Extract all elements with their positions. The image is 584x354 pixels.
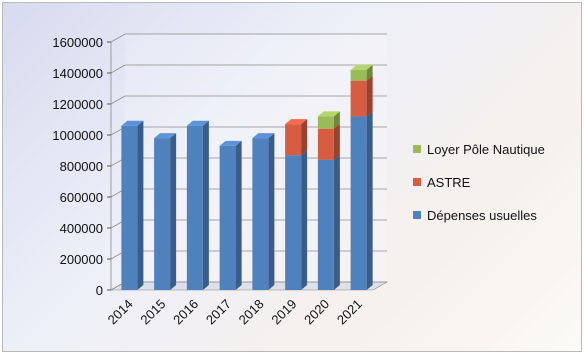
bar-top: [350, 64, 373, 70]
bar-front: [350, 116, 367, 291]
bar-side: [301, 150, 308, 290]
bar-top: [186, 120, 209, 126]
bar-front: [252, 138, 269, 290]
y-axis-ticks: 0 200000 400000 600000 800000 1000000 1200000 1…: [52, 35, 103, 298]
legend-item-astre: ASTRE: [413, 175, 471, 190]
y-tick-label: 200000: [60, 252, 103, 267]
bar-side: [170, 133, 177, 290]
bar-2017-d-penses-usuelles: [219, 140, 242, 290]
bar-side: [333, 154, 340, 290]
x-axis-ticks: 2014 2015 2016 2017 2018 2019 2020 2021: [105, 296, 365, 327]
gridline-slant: [110, 64, 126, 74]
bar-2020-loyer-p-le-nautique: [317, 111, 340, 129]
legend: Loyer Pôle Nautique ASTRE Dépenses usuelle…: [413, 142, 545, 223]
legend-item-d-penses-usuelles: Dépenses usuelles: [413, 208, 537, 223]
bar-2020-d-penses-usuelles: [317, 154, 340, 290]
floor: [109, 281, 389, 291]
bar-front: [350, 69, 367, 81]
bar-side: [235, 140, 242, 290]
bar-2019-astre: [285, 119, 308, 156]
bar-front: [154, 138, 171, 290]
bar-top: [285, 119, 308, 125]
bar-2021-loyer-p-le-nautique: [350, 64, 373, 81]
bar-2015-d-penses-usuelles: [154, 133, 177, 290]
bar-side: [333, 111, 340, 129]
bar-front: [317, 116, 334, 129]
bar-top: [154, 133, 177, 139]
bar-side: [333, 123, 340, 160]
bar-front: [186, 125, 203, 290]
bar-front: [219, 145, 236, 290]
x-tick-label-2018: 2018: [236, 296, 267, 327]
x-tick-label-2020: 2020: [301, 296, 332, 327]
bar-top: [252, 133, 275, 139]
bar-2018-d-penses-usuelles: [252, 133, 275, 290]
bar-top: [219, 140, 242, 146]
bar-side: [366, 111, 373, 291]
x-tick-label-2014: 2014: [105, 296, 136, 327]
legend-swatch: [413, 211, 421, 219]
bar-side: [202, 120, 209, 290]
bar-2016-d-penses-usuelles: [186, 120, 209, 290]
bar-side: [366, 75, 373, 117]
stacked-bar-chart: 0 200000 400000 600000 800000 1000000 1200000 1…: [52, 33, 545, 327]
y-tick-label: 0: [96, 283, 103, 298]
y-tick-label: 1200000: [52, 97, 103, 112]
legend-label: ASTRE: [427, 175, 471, 190]
bar-front: [285, 155, 302, 290]
bar-2020-astre: [317, 123, 340, 160]
x-tick-label-2019: 2019: [268, 296, 299, 327]
bar-2014-d-penses-usuelles: [121, 120, 144, 290]
y-tick-label: 600000: [60, 190, 103, 205]
legend-item-loyer-p-le-nautique: Loyer Pôle Nautique: [413, 142, 545, 157]
x-tick-label-2015: 2015: [137, 296, 168, 327]
bar-front: [317, 159, 334, 290]
gridline-slant: [110, 95, 126, 105]
bar-side: [301, 119, 308, 156]
x-tick-label-2016: 2016: [170, 296, 201, 327]
y-tick-label: 1600000: [52, 35, 103, 50]
bar-2019-d-penses-usuelles: [285, 150, 308, 290]
x-tick-label-2017: 2017: [203, 296, 234, 327]
bar-front: [350, 80, 367, 117]
legend-label: Loyer Pôle Nautique: [427, 142, 545, 157]
bar-side: [366, 64, 373, 81]
bar-front: [317, 128, 334, 160]
legend-label: Dépenses usuelles: [427, 208, 537, 223]
y-tick-label: 400000: [60, 221, 103, 236]
bar-side: [137, 120, 144, 290]
legend-swatch: [413, 178, 421, 186]
bar-2021-astre: [350, 75, 373, 117]
y-tick-label: 800000: [60, 159, 103, 174]
bar-front: [121, 125, 138, 290]
y-tick-label: 1000000: [52, 128, 103, 143]
bar-top: [317, 111, 340, 117]
bar-front: [285, 124, 302, 156]
gridline-slant: [110, 33, 126, 43]
grid-layer: [107, 33, 389, 291]
bar-top: [121, 120, 144, 126]
bar-2021-d-penses-usuelles: [350, 111, 373, 291]
x-tick-label-2021: 2021: [334, 296, 365, 327]
bars-layer: [121, 64, 373, 291]
y-tick-label: 1400000: [52, 66, 103, 81]
legend-swatch: [413, 145, 421, 153]
bar-side: [268, 133, 275, 290]
